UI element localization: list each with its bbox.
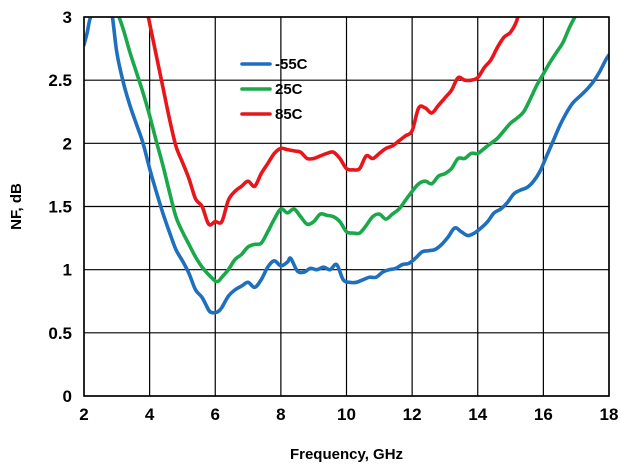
legend-item: -55C — [240, 56, 308, 73]
series-layer — [84, 17, 609, 315]
series-line-25c — [117, 17, 577, 284]
legend-label: -55C — [275, 56, 308, 73]
x-tick-label: 14 — [468, 405, 487, 424]
y-tick-label: 2.5 — [48, 71, 72, 90]
y-tick-label: 1 — [63, 261, 72, 280]
legend-item: 85C — [240, 106, 303, 123]
y-axis-title: NF, dB — [8, 183, 25, 230]
series-line-85c — [146, 17, 520, 227]
grid — [83, 16, 610, 397]
x-tick-label: 18 — [600, 405, 619, 424]
x-axis-tick-labels: 2 4 6 8 10 12 14 16 18 — [79, 405, 618, 424]
x-tick-label: 2 — [79, 405, 88, 424]
x-axis-title: Frequency, GHz — [290, 446, 403, 463]
y-tick-label: 2 — [63, 134, 72, 153]
x-tick-label: 12 — [403, 405, 422, 424]
x-tick-label: 4 — [145, 405, 155, 424]
x-tick-label: 8 — [276, 405, 285, 424]
x-tick-label: 6 — [211, 405, 220, 424]
y-tick-label: 3 — [63, 8, 72, 27]
y-axis-tick-labels: 0 0.5 1 1.5 2 2.5 3 — [48, 8, 72, 406]
series-line-55c — [84, 17, 609, 315]
legend-label: 25C — [275, 81, 303, 98]
y-tick-label: 0 — [63, 387, 72, 406]
legend-label: 85C — [275, 106, 303, 123]
x-tick-label: 10 — [337, 405, 356, 424]
legend: -55C 25C 85C — [240, 56, 308, 123]
x-tick-label: 16 — [534, 405, 553, 424]
y-tick-label: 0.5 — [48, 324, 72, 343]
plot-frame — [83, 16, 610, 397]
y-tick-label: 1.5 — [48, 198, 72, 217]
legend-item: 25C — [240, 81, 303, 98]
